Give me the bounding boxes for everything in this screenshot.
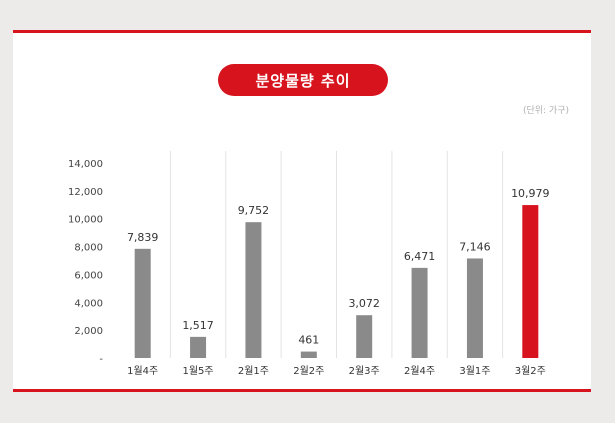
data-label: 3,072 — [348, 297, 380, 310]
bar — [522, 205, 539, 358]
category-label: 3월1주 — [459, 365, 490, 377]
category-label: 2월2주 — [293, 365, 324, 377]
data-label: 10,979 — [511, 187, 550, 200]
y-tick-label: 14,000 — [68, 159, 103, 170]
bar — [190, 336, 207, 358]
chart-title: 분양물량 추이 — [218, 64, 388, 96]
category-label: 2월1주 — [238, 365, 269, 377]
data-label: 461 — [298, 334, 319, 347]
category-label: 1월5주 — [183, 365, 214, 377]
data-label: 9,752 — [238, 204, 270, 217]
bar-chart: - 2,000 4,000 6,000 8,000 10,000 12,000 14,000 7… — [68, 151, 550, 377]
category-label: 2월4주 — [404, 365, 435, 377]
bar — [134, 248, 151, 358]
data-label: 1,517 — [182, 319, 214, 332]
data-label: 7,839 — [127, 231, 159, 244]
category-label: 1월4주 — [127, 365, 158, 377]
y-tick-label: - — [99, 354, 103, 365]
bar — [245, 222, 262, 358]
y-tick-label: 12,000 — [68, 187, 103, 198]
data-label: 6,471 — [404, 250, 436, 263]
bar — [411, 267, 428, 358]
unit-note: (단위: 가구) — [522, 106, 569, 116]
category-label: 2월3주 — [349, 365, 380, 377]
data-label: 7,146 — [459, 240, 491, 253]
bar — [300, 351, 317, 358]
bar — [466, 258, 483, 358]
category-label: 3월2주 — [515, 365, 546, 377]
y-tick-label: 4,000 — [74, 298, 103, 309]
y-tick-label: 6,000 — [74, 270, 103, 281]
y-tick-label: 10,000 — [68, 215, 103, 226]
y-tick-label: 8,000 — [74, 243, 103, 254]
bar — [356, 315, 373, 358]
chart-card: 분양물량 추이 (단위: 가구) - 2,000 4,000 6,000 8,000 10… — [13, 30, 591, 392]
y-tick-label: 2,000 — [74, 326, 103, 337]
